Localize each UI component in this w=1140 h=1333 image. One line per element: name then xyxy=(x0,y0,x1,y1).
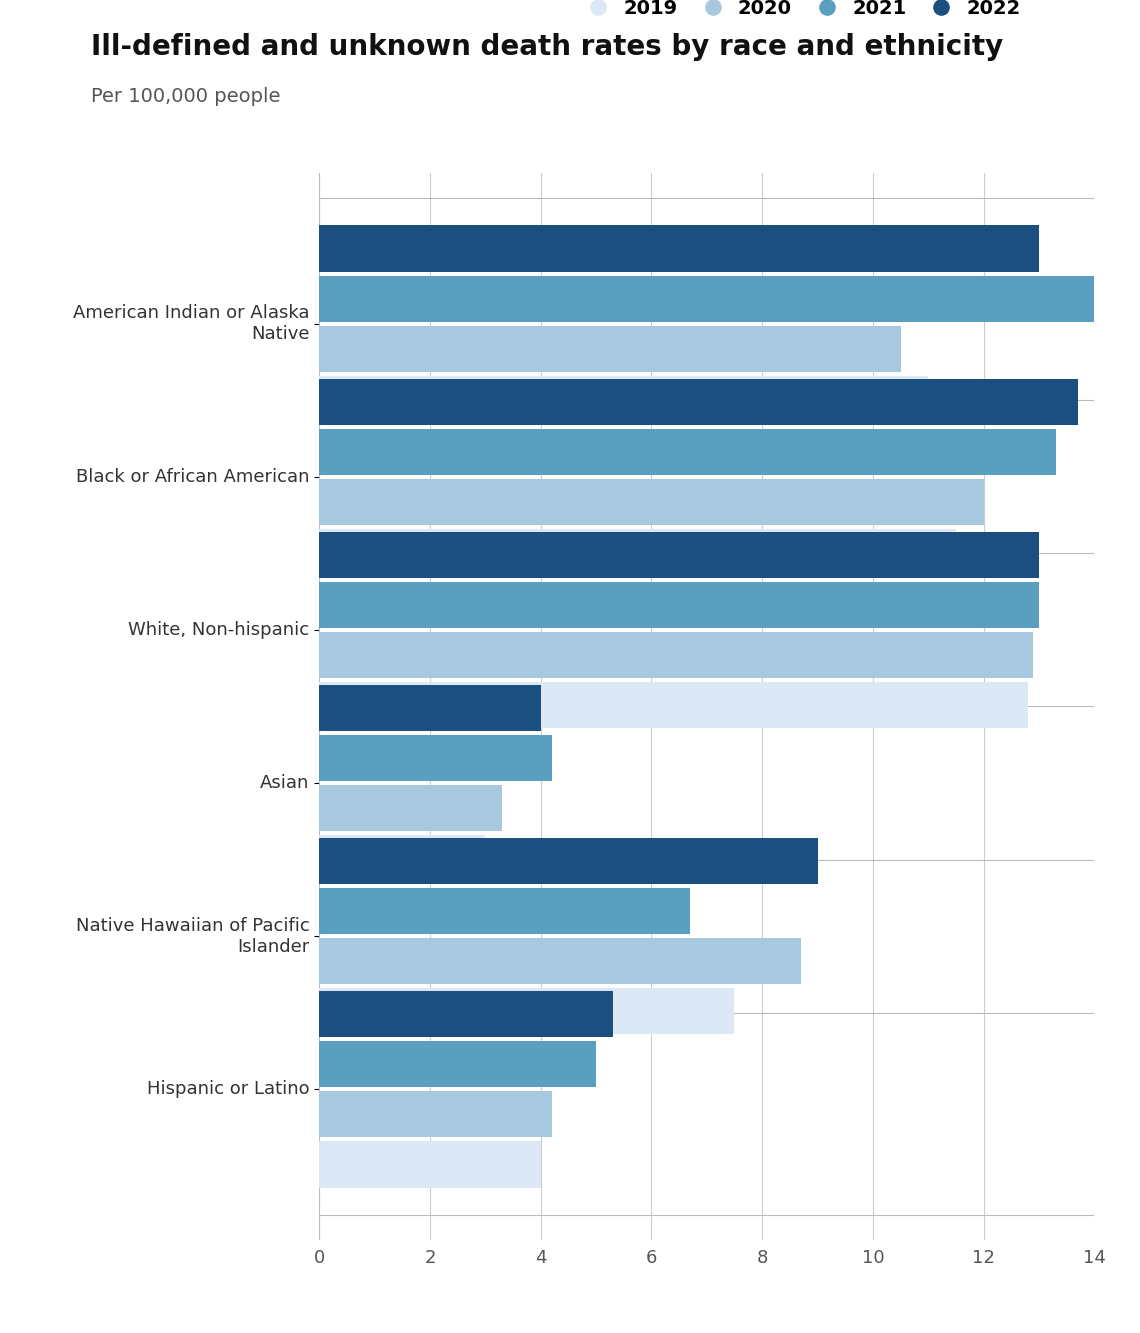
Text: Per 100,000 people: Per 100,000 people xyxy=(91,87,280,105)
Bar xyxy=(319,938,801,984)
Legend: 2019, 2020, 2021, 2022: 2019, 2020, 2021, 2022 xyxy=(571,0,1028,25)
Bar xyxy=(319,479,984,525)
Bar xyxy=(319,225,1039,272)
Bar xyxy=(319,992,612,1037)
Bar xyxy=(319,888,690,934)
Bar xyxy=(319,1141,540,1188)
Bar xyxy=(319,632,1034,678)
Bar xyxy=(319,685,540,730)
Bar xyxy=(319,376,928,421)
Bar xyxy=(319,529,956,575)
Bar xyxy=(319,785,502,832)
Bar xyxy=(319,734,552,781)
Bar xyxy=(319,836,486,881)
Text: Ill-defined and unknown death rates by race and ethnicity: Ill-defined and unknown death rates by r… xyxy=(91,33,1003,61)
Bar xyxy=(319,1092,552,1137)
Bar xyxy=(319,838,817,884)
Bar xyxy=(319,532,1039,577)
Bar xyxy=(319,276,1094,321)
Bar xyxy=(319,988,734,1034)
Bar xyxy=(319,1041,596,1088)
Bar xyxy=(319,682,1028,728)
Bar xyxy=(319,581,1039,628)
Bar xyxy=(319,379,1077,425)
Bar xyxy=(319,325,901,372)
Bar xyxy=(319,429,1056,475)
